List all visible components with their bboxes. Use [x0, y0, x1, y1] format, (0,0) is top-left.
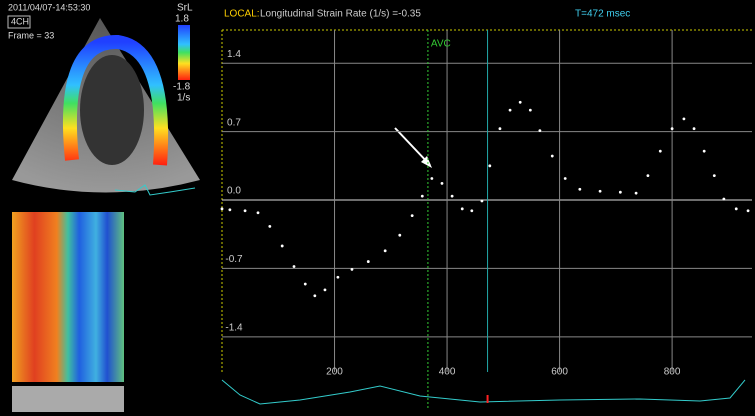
data-point — [578, 188, 581, 191]
data-point — [461, 207, 464, 210]
view-label: 4CH — [11, 16, 29, 26]
data-point — [281, 245, 284, 248]
data-point — [509, 109, 512, 112]
data-point — [519, 101, 522, 104]
data-point — [599, 190, 602, 193]
screen: 2011/04/07-14:53:30 4CH Frame = 33 SrL 1… — [0, 0, 755, 416]
x-tick-label: 200 — [326, 367, 343, 378]
y-tick-label: 0.7 — [227, 117, 241, 128]
data-point — [683, 118, 686, 121]
chart-title: Longitudinal Strain Rate (1/s) =-0.35 — [260, 9, 421, 20]
data-point — [228, 208, 231, 211]
data-point — [421, 195, 424, 198]
frame-label: Frame = 33 — [8, 30, 54, 40]
data-point — [693, 127, 696, 130]
m-mode-ecg — [12, 386, 124, 412]
data-point — [398, 234, 401, 237]
data-point — [441, 182, 444, 185]
data-point — [564, 177, 567, 180]
data-point — [411, 214, 414, 217]
x-tick-label: 600 — [551, 367, 568, 378]
data-point — [324, 289, 327, 292]
avc-label: AVC — [431, 39, 451, 50]
data-point — [735, 207, 738, 210]
data-point — [221, 207, 224, 210]
data-point — [244, 209, 247, 212]
data-point — [671, 127, 674, 130]
timestamp: 2011/04/07-14:53:30 — [8, 2, 90, 12]
m-mode — [12, 212, 124, 382]
data-point — [351, 268, 354, 271]
data-point — [304, 283, 307, 286]
data-point — [430, 177, 433, 180]
scale-unit: 1/s — [177, 93, 190, 104]
data-point — [481, 200, 484, 203]
data-point — [488, 164, 491, 167]
scale-min: -1.8 — [173, 82, 191, 93]
data-point — [499, 127, 502, 130]
data-point — [529, 109, 532, 112]
data-point — [451, 195, 454, 198]
color-bar — [178, 25, 190, 80]
y-tick-label: 0.0 — [227, 186, 241, 197]
ecg-trace — [222, 380, 745, 404]
cavity — [80, 55, 144, 165]
data-point — [703, 150, 706, 153]
data-point — [722, 198, 725, 201]
data-point — [619, 191, 622, 194]
header-prefix: LOCAL: — [224, 9, 260, 20]
data-point — [268, 225, 271, 228]
data-point — [659, 150, 662, 153]
scale-name: SrL — [177, 3, 193, 14]
time-label: T=472 msec — [575, 9, 630, 20]
data-point — [257, 211, 260, 214]
x-tick-label: 400 — [439, 367, 456, 378]
scale-max: 1.8 — [175, 14, 189, 25]
data-point — [551, 155, 554, 158]
data-point — [635, 192, 638, 195]
data-point — [384, 249, 387, 252]
data-point — [367, 260, 370, 263]
data-point — [747, 209, 750, 212]
y-tick-label: 1.4 — [227, 49, 241, 60]
data-point — [337, 276, 340, 279]
x-tick-label: 800 — [664, 367, 681, 378]
y-tick-label: -1.4 — [225, 322, 243, 333]
data-point — [470, 209, 473, 212]
data-point — [647, 174, 650, 177]
data-point — [713, 174, 716, 177]
y-tick-label: -0.7 — [225, 254, 243, 265]
data-point — [538, 129, 541, 132]
data-point — [293, 265, 296, 268]
data-point — [313, 294, 316, 297]
